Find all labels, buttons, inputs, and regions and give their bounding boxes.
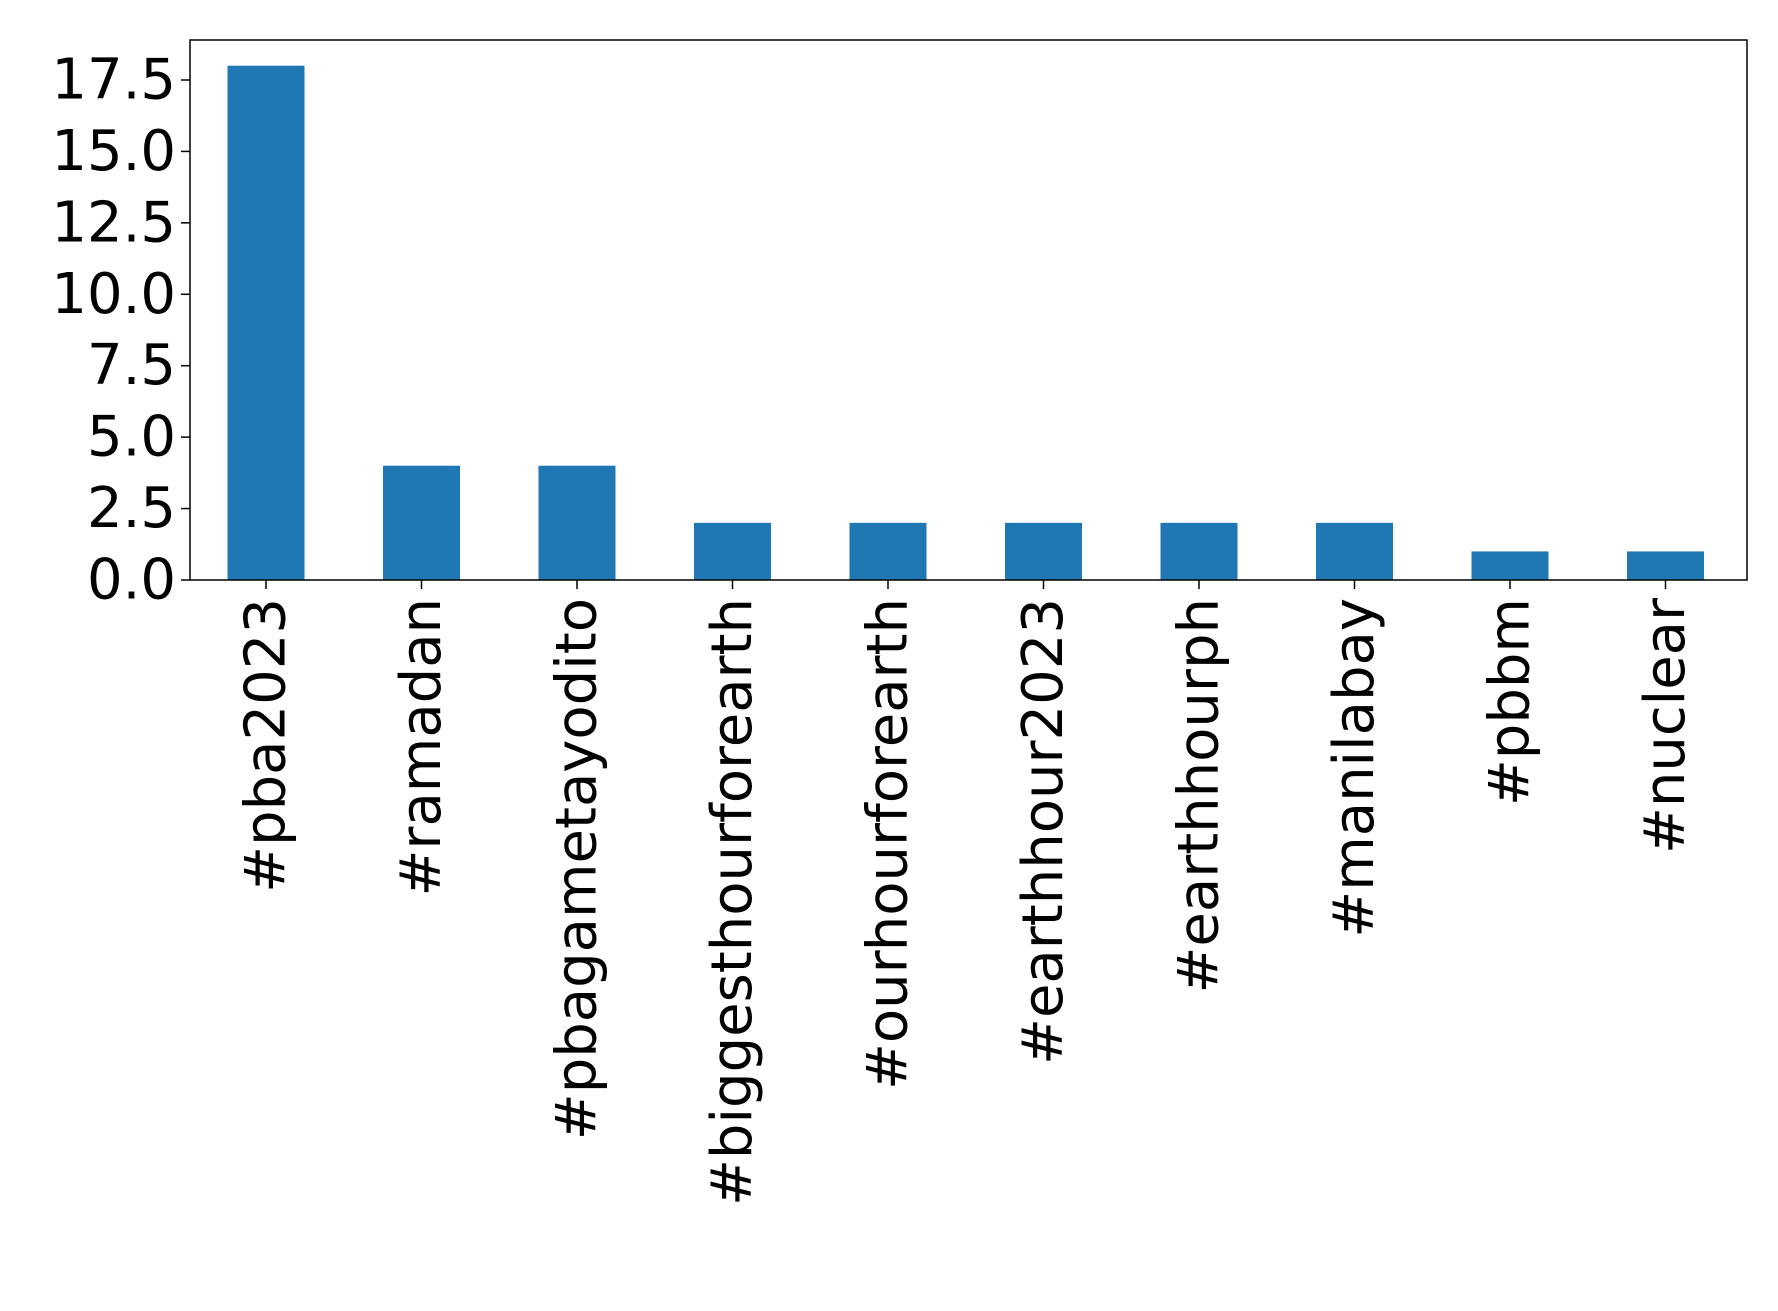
- y-tick-label: 12.5: [51, 190, 176, 255]
- x-tick-label: #manilabay: [1322, 598, 1387, 938]
- bar: [1316, 522, 1393, 580]
- x-tick-label: #nuclear: [1633, 597, 1698, 854]
- x-tick-label: #ramadan: [389, 598, 454, 896]
- x-tick-label: #pbagametayodito: [545, 598, 610, 1140]
- bar: [1005, 522, 1082, 580]
- bar: [227, 65, 305, 580]
- y-tick-label: 5.0: [87, 405, 176, 470]
- y-tick-label: 17.5: [51, 48, 176, 113]
- plot-frame: [189, 39, 1748, 581]
- y-tick-label: 2.5: [87, 476, 176, 541]
- y-axis: 0.0 2.55.0 7.510.0 12.515.017.5: [51, 48, 190, 613]
- bar: [1627, 551, 1704, 580]
- y-tick-label: 0.0: [87, 548, 176, 613]
- y-tick-label: 7.5: [87, 333, 176, 398]
- x-tick-label: #earthhour2023: [1011, 598, 1076, 1065]
- x-axis: #pba2023 #ramadan #pbagametayodito #biggest…: [234, 580, 1698, 1206]
- bar: [1471, 551, 1549, 580]
- x-tick-label: #biggesthourforearth: [700, 598, 765, 1206]
- x-tick-label: #pba2023: [234, 598, 299, 893]
- bar: [1160, 522, 1238, 580]
- bar: [538, 465, 616, 580]
- x-tick-label: #ourhourforearth: [856, 598, 921, 1090]
- bar: [694, 522, 771, 580]
- x-tick-label: #pbbm: [1478, 598, 1543, 806]
- bar: [383, 465, 460, 580]
- bar: [849, 522, 927, 580]
- y-tick-label: 15.0: [51, 119, 176, 184]
- bars-layer: [227, 65, 1704, 580]
- y-tick-label: 10.0: [51, 262, 176, 327]
- x-tick-label: #earthhourph: [1167, 598, 1232, 993]
